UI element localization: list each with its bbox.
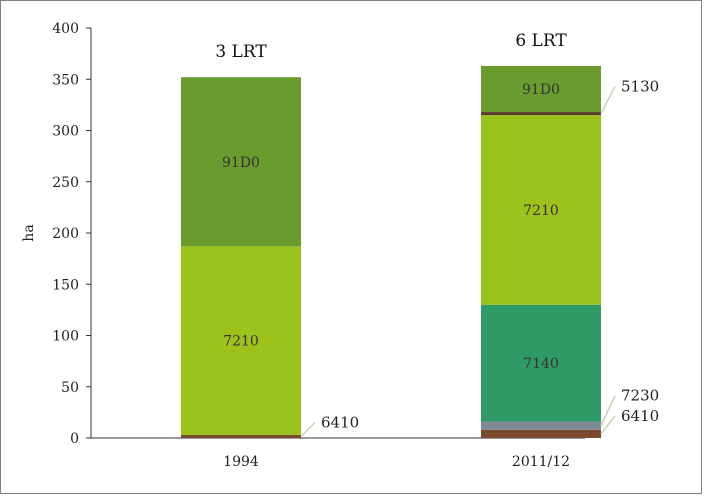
y-tick-label: 200 [52,226,79,242]
y-tick-label: 350 [52,72,79,88]
bar-title: 6 LRT [515,31,567,51]
bar-segment-7210 [181,246,301,435]
x-tick-label: 1994 [223,454,259,470]
bar-segment-6410 [481,429,601,438]
bar-segment-91D0 [181,77,301,247]
callout-label-5130: 5130 [621,78,659,96]
callout-leader-6410 [600,415,616,435]
callout-label-6410: 6410 [621,407,659,425]
y-tick-label: 50 [61,380,79,396]
bar-segment-7140 [481,304,601,422]
bars [181,65,601,438]
y-axis-label: ha [21,224,37,241]
axes: 0 50 100 150 200 250 300 350 400 ha [21,21,585,447]
x-tick-label: 2011/12 [512,454,570,470]
segment-label-7210: 7210 [223,334,259,350]
callout-label-7230: 7230 [621,387,659,405]
labels: 7210 91D0 3 LRT 1994 6410 7140 7210 91D0 6 LRT 20… [215,31,659,470]
segment-label-7210: 7210 [523,203,559,219]
bar-segment-7210 [481,115,601,305]
y-tick-label: 150 [52,277,79,293]
segment-label-91D0: 91D0 [222,155,260,171]
y-tick-label: 300 [52,124,79,140]
segment-label-7140: 7140 [523,356,559,372]
bar-title: 3 LRT [215,42,267,62]
bar-segment-91D0 [481,65,601,113]
y-tick-label: 400 [52,21,79,37]
bar-segment-5130 [481,112,601,116]
bar-segment-7230 [481,421,601,430]
callout-leader-5130 [600,86,616,114]
y-tick-label: 100 [52,329,79,345]
callout-leader-6410 [300,421,316,437]
y-tick-label: 0 [70,431,79,447]
segment-label-91D0: 91D0 [522,82,560,98]
callout-leader-7230 [600,395,616,427]
callout-label-6410: 6410 [321,413,359,431]
y-tick-label: 250 [52,175,79,191]
bar-segment-6410 [181,434,301,438]
